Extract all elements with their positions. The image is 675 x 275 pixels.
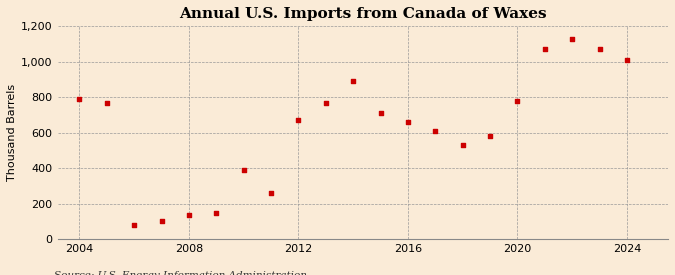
Point	[539, 47, 550, 52]
Y-axis label: Thousand Barrels: Thousand Barrels	[7, 84, 17, 182]
Point	[156, 219, 167, 223]
Point	[622, 58, 632, 62]
Point	[74, 97, 85, 101]
Point	[594, 47, 605, 52]
Point	[211, 211, 222, 215]
Text: Source: U.S. Energy Information Administration: Source: U.S. Energy Information Administ…	[54, 271, 307, 275]
Point	[293, 118, 304, 123]
Point	[129, 223, 140, 227]
Point	[485, 133, 495, 138]
Point	[430, 129, 441, 133]
Point	[375, 111, 386, 116]
Title: Annual U.S. Imports from Canada of Waxes: Annual U.S. Imports from Canada of Waxes	[179, 7, 547, 21]
Point	[101, 100, 112, 105]
Point	[348, 79, 358, 84]
Point	[266, 191, 277, 196]
Point	[458, 143, 468, 147]
Point	[402, 120, 413, 124]
Point	[512, 99, 523, 103]
Point	[567, 37, 578, 41]
Point	[184, 212, 194, 217]
Point	[321, 100, 331, 105]
Point	[238, 168, 249, 172]
